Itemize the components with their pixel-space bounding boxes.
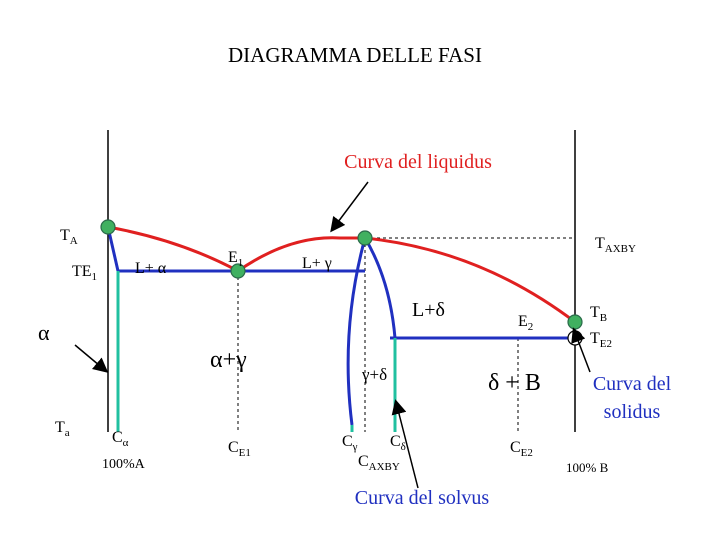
- label-sub: B: [600, 312, 607, 324]
- label-sub: δ: [401, 441, 406, 453]
- point-label: TAXBY: [595, 235, 636, 255]
- label-sub: a: [65, 427, 70, 439]
- point-label: TB: [590, 304, 607, 324]
- axis-label: 100% B: [566, 460, 609, 475]
- liquidus-label: Curva del liquidus: [344, 151, 492, 173]
- label-sub: E1: [239, 447, 251, 459]
- label-main: C: [510, 439, 521, 456]
- guide-lines: [237, 237, 575, 432]
- region: α: [38, 320, 50, 345]
- label-sub: AXBY: [369, 461, 400, 473]
- label-main: T: [595, 235, 605, 252]
- region: α+γ: [210, 347, 247, 373]
- phase-lines: [106, 225, 576, 432]
- solvus-label: Curva del solvus: [355, 487, 490, 509]
- label-main: C: [228, 439, 239, 456]
- label-sub: γ: [352, 441, 358, 453]
- label-sub: E2: [600, 338, 612, 350]
- region: L+δ: [412, 299, 445, 321]
- solidus-label: solidus: [604, 401, 661, 423]
- point-label: Cα: [112, 429, 129, 449]
- axes: [107, 130, 576, 432]
- axis-label: 100%A: [102, 457, 146, 472]
- point-label: E2: [518, 313, 533, 333]
- region: L+ α: [135, 260, 167, 277]
- point-label: CAXBY: [358, 453, 400, 473]
- point-label: Ta: [55, 419, 70, 439]
- region: γ+δ: [361, 365, 387, 384]
- label-sub: 1: [238, 257, 244, 269]
- label-sub: 1: [92, 271, 98, 283]
- point-label: E1: [228, 249, 243, 269]
- label-main: E: [518, 313, 528, 330]
- label-main: C: [358, 453, 369, 470]
- title: DIAGRAMMA DELLE FASI: [228, 43, 482, 67]
- point-label: CE2: [510, 439, 533, 459]
- arrows: [74, 181, 591, 489]
- region: L+ γ: [302, 255, 332, 272]
- label-main: E: [228, 249, 238, 266]
- point-label: Cγ: [342, 433, 358, 453]
- label-main: T: [60, 227, 70, 244]
- label-sub: AXBY: [605, 243, 636, 255]
- label-sub: 2: [528, 321, 534, 333]
- point-label: Cδ: [390, 433, 406, 453]
- label-main: C: [390, 433, 401, 450]
- label-main: C: [112, 429, 123, 446]
- label-main: TE: [72, 263, 92, 280]
- label-main: T: [590, 304, 600, 321]
- label-main: C: [342, 433, 353, 450]
- label-sub: E2: [521, 447, 533, 459]
- label-main: T: [590, 330, 600, 347]
- region: δ + B: [488, 370, 541, 396]
- point-label: TA: [60, 227, 78, 247]
- label-sub: A: [70, 235, 78, 247]
- label-main: T: [55, 419, 65, 436]
- solidus-label: Curva del: [593, 373, 672, 395]
- point-label: TE1: [72, 263, 97, 283]
- point-label: CE1: [228, 439, 251, 459]
- point-label: TE2: [590, 330, 612, 350]
- label-sub: α: [123, 437, 129, 449]
